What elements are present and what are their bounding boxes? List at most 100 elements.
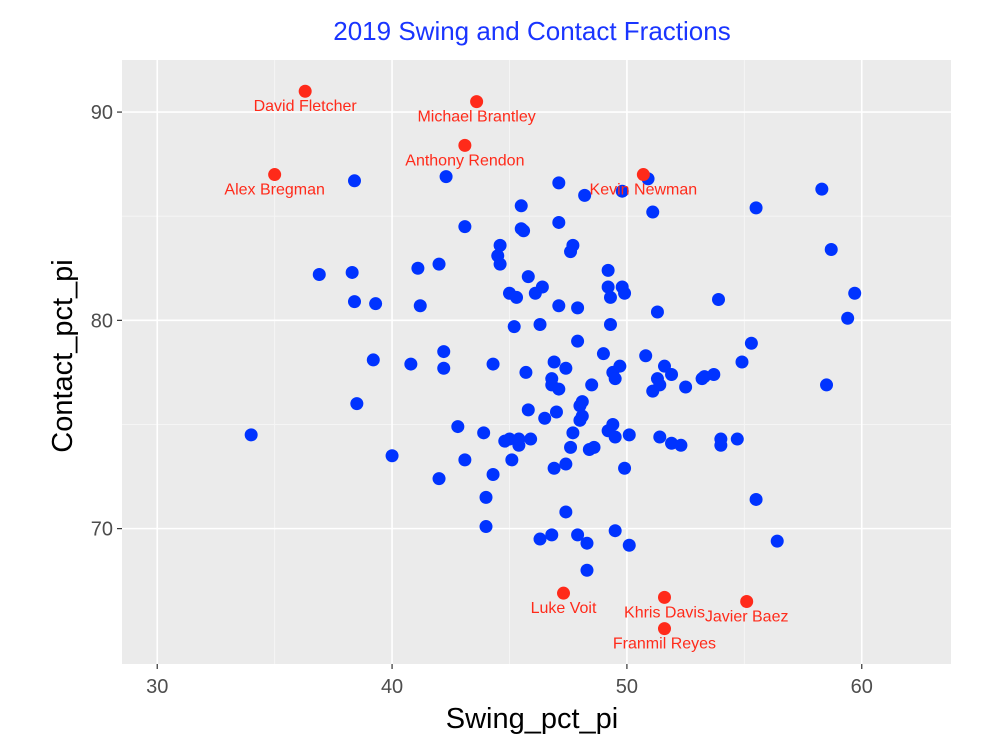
- scatter-point: [618, 286, 632, 300]
- y-axis-label: Contact_pct_pi: [47, 259, 79, 452]
- player-label: David Fletcher: [254, 98, 358, 115]
- scatter-point: [533, 318, 547, 332]
- scatter-point: [674, 438, 688, 452]
- scatter-point: [244, 428, 258, 442]
- scatter-point: [524, 432, 538, 446]
- player-label: Michael Brantley: [417, 109, 535, 126]
- scatter-point: [521, 270, 535, 284]
- scatter-point: [385, 449, 399, 463]
- scatter-point: [730, 432, 744, 446]
- y-tick-label: 90: [91, 102, 113, 124]
- scatter-point: [646, 205, 660, 219]
- scatter-point: [613, 359, 627, 373]
- scatter-point: [404, 357, 418, 371]
- scatter-point: [559, 361, 573, 375]
- player-label: Alex Bregman: [224, 182, 325, 199]
- scatter-point: [744, 336, 758, 350]
- highlighted-point: [298, 84, 312, 98]
- scatter-point: [735, 355, 749, 369]
- scatter-point: [578, 188, 592, 202]
- scatter-point: [512, 432, 526, 446]
- highlighted-point: [458, 138, 472, 152]
- scatter-point: [514, 199, 528, 213]
- player-label: Luke Voit: [531, 600, 597, 617]
- scatter-point: [601, 263, 615, 277]
- scatter-point: [437, 361, 451, 375]
- player-label: Franmil Reyes: [613, 636, 716, 653]
- scatter-point: [707, 367, 721, 381]
- scatter-point: [347, 295, 361, 309]
- scatter-point: [458, 453, 472, 467]
- scatter-point: [606, 417, 620, 431]
- scatter-point: [608, 524, 622, 538]
- scatter-point: [437, 345, 451, 359]
- scatter-point: [824, 243, 838, 257]
- y-tick-label: 80: [91, 310, 113, 332]
- scatter-point: [486, 357, 500, 371]
- x-axis-ticks: 30 40 50 60: [146, 664, 873, 698]
- scatter-point: [575, 409, 589, 423]
- scatter-point: [486, 467, 500, 481]
- scatter-point: [559, 505, 573, 519]
- scatter-point: [345, 265, 359, 279]
- x-tick-label: 30: [146, 676, 168, 698]
- x-tick-label: 40: [381, 676, 403, 698]
- scatter-point: [521, 403, 535, 417]
- scatter-point: [622, 538, 636, 552]
- scatter-point: [347, 174, 361, 188]
- scatter-point: [749, 492, 763, 506]
- scatter-point: [439, 170, 453, 184]
- scatter-point: [770, 534, 784, 548]
- scatter-point: [312, 268, 326, 282]
- scatter-point: [571, 334, 585, 348]
- player-label: Khris Davis: [624, 604, 705, 621]
- player-label: Kevin Newman: [590, 182, 698, 199]
- scatter-point: [350, 397, 364, 411]
- highlighted-point: [470, 95, 484, 109]
- scatter-point: [596, 347, 610, 361]
- scatter-point: [552, 215, 566, 229]
- scatter-point: [535, 280, 549, 294]
- player-label: Javier Baez: [705, 609, 789, 626]
- scatter-point: [580, 563, 594, 577]
- scatter-point: [533, 532, 547, 546]
- scatter-point: [815, 182, 829, 196]
- scatter-point: [603, 318, 617, 332]
- scatter-point: [413, 299, 427, 313]
- scatter-point: [615, 184, 629, 198]
- scatter-point: [618, 461, 632, 475]
- scatter-point: [366, 353, 380, 367]
- scatter-point: [714, 432, 728, 446]
- scatter-point: [411, 261, 425, 275]
- highlighted-point: [740, 595, 754, 609]
- x-tick-label: 50: [616, 676, 638, 698]
- scatter-point: [432, 257, 446, 271]
- scatter-point: [517, 224, 531, 238]
- data-points: [244, 170, 862, 577]
- scatter-point: [552, 382, 566, 396]
- scatter-point: [559, 457, 573, 471]
- scatter-point: [547, 355, 561, 369]
- player-label: Anthony Rendon: [405, 152, 524, 169]
- scatter-point: [665, 367, 679, 381]
- scatter-point: [505, 453, 519, 467]
- y-tick-label: 70: [91, 519, 113, 541]
- scatter-point: [608, 372, 622, 386]
- scatter-point: [820, 378, 834, 392]
- scatter-point: [479, 520, 493, 534]
- scatter-point: [848, 286, 862, 300]
- scatter-point: [601, 280, 615, 294]
- scatter-point: [369, 297, 383, 311]
- scatter-point: [547, 461, 561, 475]
- highlighted-points: [268, 84, 754, 636]
- scatter-point: [538, 411, 552, 425]
- scatter-point: [712, 293, 726, 307]
- scatter-point: [650, 305, 664, 319]
- scatter-point: [552, 299, 566, 313]
- scatter-point: [603, 290, 617, 304]
- scatter-point: [477, 426, 491, 440]
- scatter-point: [432, 472, 446, 486]
- scatter-point: [585, 378, 599, 392]
